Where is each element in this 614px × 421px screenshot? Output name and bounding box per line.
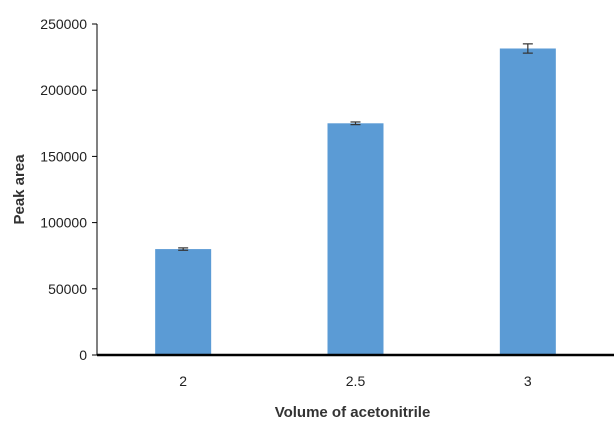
bar-2 — [155, 249, 212, 355]
y-tick-label: 0 — [79, 347, 87, 363]
y-tick-label: 50000 — [48, 281, 87, 297]
y-axis-title: Peak area — [11, 154, 28, 225]
y-tick-label: 200000 — [40, 82, 87, 98]
x-tick-label: 2 — [179, 373, 187, 389]
error-bar-3 — [522, 43, 533, 54]
x-axis-title: Volume of acetonitrile — [275, 404, 431, 421]
y-tick-label: 250000 — [40, 16, 87, 32]
error-bar-2 — [178, 247, 189, 251]
y-tick-label: 150000 — [40, 148, 87, 164]
x-axis-ticks: 2 2.5 3 — [179, 373, 532, 389]
error-bar-2.5 — [350, 121, 361, 126]
y-axis-ticks: 0 50000 100000 150000 200000 250000 — [40, 16, 97, 363]
bars — [155, 48, 556, 356]
x-tick-label: 3 — [524, 373, 532, 389]
bar-3 — [499, 48, 556, 356]
bar-2.5 — [327, 123, 384, 355]
error-bars — [178, 43, 533, 251]
x-tick-label: 2.5 — [346, 373, 366, 389]
y-tick-label: 100000 — [40, 215, 87, 231]
